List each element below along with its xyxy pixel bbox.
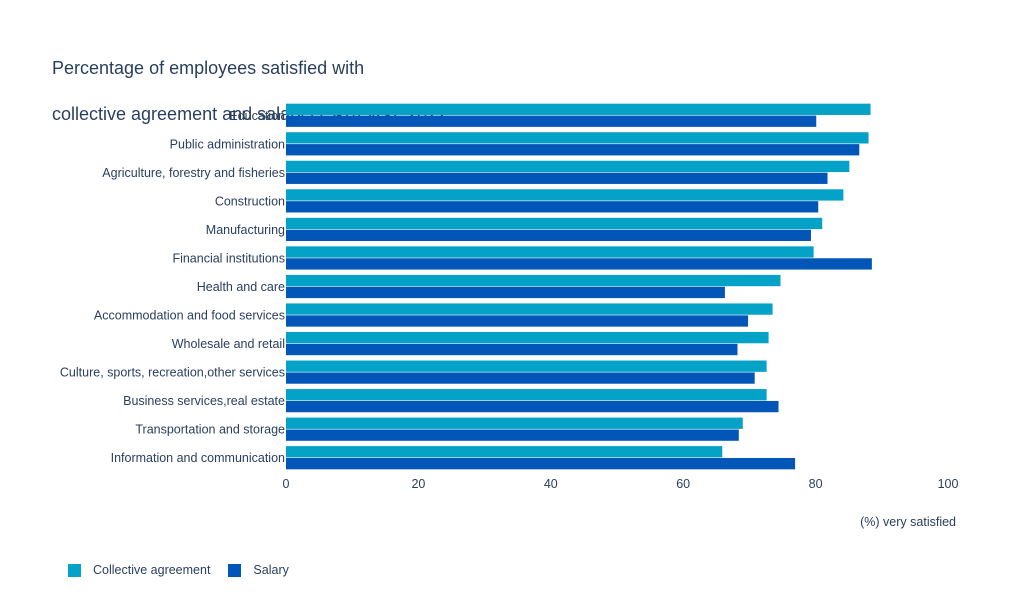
x-tick-label-80: 80 [809, 477, 823, 491]
bar-collective-agreement-financial-institutions[interactable] [286, 246, 814, 258]
bar-collective-agreement-health-and-care[interactable] [286, 274, 781, 287]
category-label-accommodation-and-food-services: Accommodation and food services [94, 309, 285, 323]
x-tick-label-20: 20 [411, 477, 425, 491]
x-tick-label-60: 60 [676, 477, 690, 491]
category-label-agriculture-forestry-and-fisheries: Agriculture, forestry and fisheries [102, 166, 285, 180]
category-label-culture-sports-recreation-other-services: Culture, sports, recreation,other servic… [60, 366, 285, 380]
x-tick-label-40: 40 [544, 477, 558, 491]
x-tick-label-100: 100 [938, 477, 959, 491]
bar-salary-education[interactable] [286, 115, 817, 127]
legend: Collective agreement Salary [68, 563, 289, 577]
category-label-information-and-communication: Information and communication [111, 451, 285, 465]
category-label-financial-institutions: Financial institutions [172, 251, 285, 265]
bar-collective-agreement-transportation-and-storage[interactable] [286, 417, 743, 429]
bar-salary-wholesale-and-retail[interactable] [286, 343, 738, 356]
bar-collective-agreement-manufacturing[interactable] [286, 217, 823, 230]
legend-swatch-salary [228, 563, 242, 577]
legend-item-salary[interactable]: Salary [228, 563, 289, 577]
bar-collective-agreement-accommodation-and-food-services[interactable] [286, 303, 773, 315]
bar-salary-culture-sports-recreation-other-services[interactable] [286, 372, 755, 384]
x-tick-label-0: 0 [283, 477, 290, 491]
legend-label-salary: Salary [253, 563, 289, 577]
x-axis-title: (%) very satisfied [860, 515, 956, 529]
bar-collective-agreement-wholesale-and-retail[interactable] [286, 331, 769, 344]
bars-group [286, 103, 872, 470]
bar-collective-agreement-information-and-communication[interactable] [286, 446, 723, 458]
category-label-business-services-real-estate: Business services,real estate [123, 394, 285, 408]
bar-collective-agreement-construction[interactable] [286, 189, 844, 201]
bar-salary-health-and-care[interactable] [286, 286, 725, 299]
bar-salary-manufacturing[interactable] [286, 229, 811, 242]
legend-label-collective-agreement: Collective agreement [93, 563, 211, 577]
bar-salary-business-services-real-estate[interactable] [286, 400, 779, 413]
bar-salary-information-and-communication[interactable] [286, 458, 796, 470]
bar-collective-agreement-culture-sports-recreation-other-services[interactable] [286, 360, 767, 372]
category-label-public-administration: Public administration [170, 137, 285, 151]
bar-collective-agreement-public-administration[interactable] [286, 132, 869, 144]
bar-collective-agreement-business-services-real-estate[interactable] [286, 389, 767, 401]
bar-salary-accommodation-and-food-services[interactable] [286, 315, 749, 327]
category-label-construction: Construction [215, 194, 285, 208]
category-label-education: Education [229, 109, 285, 123]
category-label-health-and-care: Health and care [197, 280, 285, 294]
bar-salary-public-administration[interactable] [286, 144, 860, 156]
legend-item-collective-agreement[interactable]: Collective agreement [68, 563, 210, 577]
category-label-transportation-and-storage: Transportation and storage [135, 423, 285, 437]
bar-collective-agreement-education[interactable] [286, 103, 871, 115]
bar-salary-construction[interactable] [286, 201, 819, 213]
bar-collective-agreement-agriculture-forestry-and-fisheries[interactable] [286, 160, 850, 173]
category-label-manufacturing: Manufacturing [206, 223, 285, 237]
bar-salary-financial-institutions[interactable] [286, 258, 872, 270]
bar-salary-agriculture-forestry-and-fisheries[interactable] [286, 172, 828, 184]
x-axis-ticks: 0 20 40 60 80 100 [283, 477, 959, 491]
chart-title-line-1: Percentage of employees satisfied with [52, 58, 365, 78]
legend-swatch-collective-agreement [68, 563, 81, 577]
category-label-wholesale-and-retail: Wholesale and retail [172, 337, 285, 351]
category-labels: Education Public administration Agricultur… [60, 109, 285, 465]
bar-salary-transportation-and-storage[interactable] [286, 429, 739, 441]
